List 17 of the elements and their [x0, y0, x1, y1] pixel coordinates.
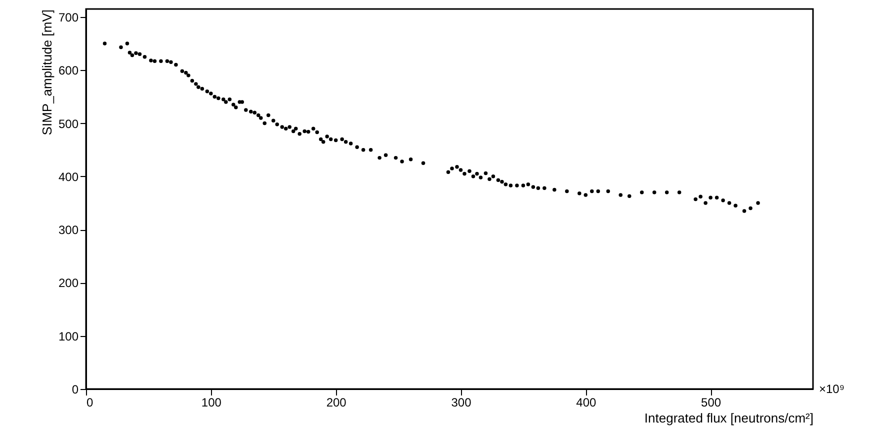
x-tick-label: 0	[86, 396, 94, 410]
y-tick-label: 600	[58, 64, 79, 78]
x-tick-label: 100	[201, 396, 222, 410]
y-axis-title: SIMP_amplitude [mV]	[39, 10, 54, 136]
text: ×10⁹	[819, 382, 844, 396]
y-tick-label: 500	[58, 116, 79, 131]
y-tick-label: 700	[58, 10, 79, 24]
y-tick-label: 0	[72, 382, 79, 396]
y-tick-label: 200	[58, 276, 79, 290]
y-tick-label: 400	[58, 170, 79, 184]
x-tick-label: 200	[326, 396, 347, 410]
x-axis-title: Integrated flux [neutrons/cm²]	[644, 410, 814, 426]
y-tick-label: 300	[58, 223, 79, 238]
x-tick-label: 400	[576, 396, 596, 410]
y-tick-label: 100	[58, 329, 79, 344]
x-tick-label: 500	[701, 396, 722, 410]
x-tick-label: 300	[451, 396, 472, 410]
